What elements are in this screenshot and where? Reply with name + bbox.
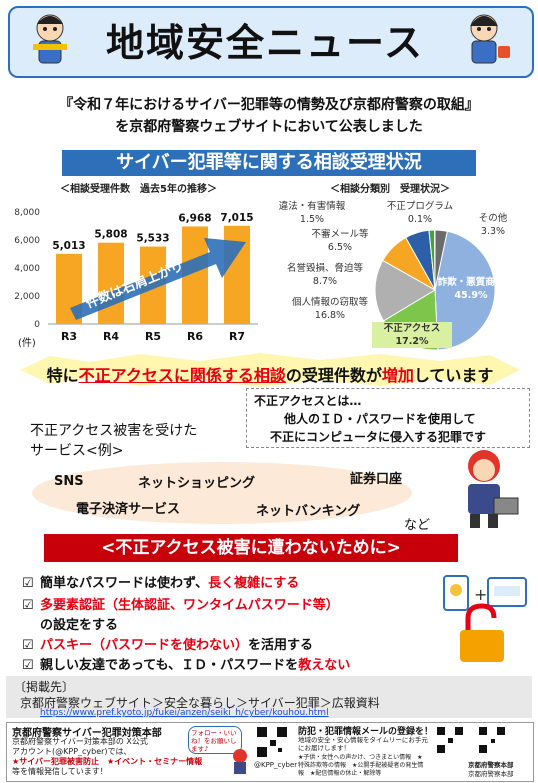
service-item-netbanking: ネットバンキング <box>256 504 361 519</box>
tip-2: ☑ 多要素認証（生体認証、ワンタイムパスワード等） <box>22 598 339 613</box>
x-tick-label: R7 <box>229 330 245 343</box>
mail-title: 防犯・犯罪情報メールの登録を！ <box>298 727 434 737</box>
pie-label-defamation: 名誉毀損、脅迫等 8.7% <box>286 263 363 287</box>
pie-label-other: その他 3.3% <box>478 213 508 237</box>
x-tick-label: R6 <box>187 330 203 343</box>
pie-label-malware: 不正プログラム 0.1% <box>386 201 454 225</box>
bar-value-label: 5,808 <box>94 229 127 241</box>
bar-value-label: 7,015 <box>220 212 253 224</box>
x-qr-code[interactable] <box>256 726 288 758</box>
mascot-left-image <box>33 14 67 64</box>
source-label: 〔掲載先〕 <box>14 680 75 694</box>
x-handle: @KPP_cyber <box>254 761 298 769</box>
pie-label-illegal-info: 違法・有害情報 1.5% <box>278 201 346 225</box>
bar-value-label: 6,968 <box>178 212 211 224</box>
y-tick-label: 4,000 <box>14 264 40 274</box>
pie-label-fraud: 詐欺・悪質商法 45.9% <box>437 277 505 301</box>
y-tick-label: 8,000 <box>14 208 40 218</box>
follow-bubble: フォロー・いいね！をお願いします♪ <box>188 726 242 754</box>
hq-label-1: 京都府警察本部 <box>468 761 514 769</box>
tip-4: ☑ 親しい友達であっても、ＩＤ・パスワードを教えない <box>22 658 351 673</box>
service-item-sns: SNS <box>54 474 84 489</box>
footer-mascot-image <box>233 749 247 774</box>
mail-notes: ★子供・女性への声かけ、つきまとい情報 ★特殊詐欺等の情報 ★公開手配被疑者の発… <box>298 754 424 777</box>
tip-1: ☑ 簡単なパスワードは使わず、長く複雑にする <box>22 576 300 591</box>
pie-label-personal-info: 個人情報の窃取等 16.8% <box>291 297 368 321</box>
bar-chart: 0 2,000 4,000 6,000 8,000 5,013 R3 5,808 R4 5,533… <box>14 208 258 343</box>
pie-label-unauthorized-access: 不正アクセス 17.2% <box>372 322 452 348</box>
services-caption-1: 不正アクセス被害を受けた <box>30 423 198 439</box>
section-title: サイバー犯罪等に関する相談受理状況 <box>62 150 476 176</box>
bar-value-label: 5,013 <box>52 240 85 252</box>
trend-arrow <box>70 238 246 320</box>
tip-2-continued: の設定をする <box>40 618 119 633</box>
intro-line-1: 『令和７年におけるサイバー犯罪等の情勢及び京都府警察の取組』 <box>59 97 479 113</box>
header-banner <box>8 6 534 78</box>
footer-org: 京都府警察サイバー犯罪対策本部 <box>12 728 162 739</box>
hq-label-2: 京都府警察本部 <box>468 770 514 778</box>
highlight-burst-shape <box>20 353 520 387</box>
hacker-character-image <box>468 450 519 528</box>
definition-box <box>246 388 530 448</box>
definition-line-2: 他人のＩＤ・パスワードを使用して <box>284 412 476 426</box>
hq-qr-code[interactable] <box>478 726 506 754</box>
svg-text:+: + <box>474 585 487 604</box>
service-item-epayment: 電子決済サービス <box>76 502 181 517</box>
definition-line-3: 不正にコンピュータに侵入する犯罪です <box>270 430 487 444</box>
y-tick-label: 2,000 <box>14 292 40 302</box>
tip-3: ☑ パスキー（パスワードを使わない）を活用する <box>22 638 314 653</box>
x-tick-label: R3 <box>61 330 77 343</box>
definition-line-1: 不正アクセスとは… <box>254 394 362 408</box>
service-item-securities: 証券口座 <box>350 472 403 487</box>
footer-line-1: 京都府警察サイバー対策本部の X公式 <box>12 737 148 746</box>
bar-chart-unit: (件) <box>18 338 36 349</box>
mail-qr-code[interactable] <box>436 726 464 754</box>
mail-subtitle: 地域の安全・安心情報をタイムリーにお手元にお届けします！ <box>298 736 428 752</box>
page-title: 地域安全ニュース <box>105 21 425 65</box>
services-oval <box>32 462 412 524</box>
services-caption-2: サービス<例> <box>30 443 124 459</box>
services-etc: など <box>404 518 431 533</box>
y-tick-label: 6,000 <box>14 236 40 246</box>
footer-line-4: 等を情報発信しています！ <box>12 767 108 776</box>
pie-chart-title: ＜相談分類別 受理状況＞ <box>330 184 450 195</box>
footer-line-3: ★サイバー犯罪被害防止 ★イベント・セミナー情報 <box>12 757 203 766</box>
pie-label-suspicious-mail: 不審メール等 6.5% <box>311 229 369 253</box>
prevention-title: <不正アクセス被害に遭わないために> <box>44 534 458 562</box>
source-url-link[interactable]: https://www.pref.kyoto.jp/fukei/anzen/se… <box>40 708 329 718</box>
bar-value-label: 5,533 <box>136 233 169 245</box>
footer-line-2: アカウント(@KPP_cyber)では、 <box>12 747 132 756</box>
bar-chart-title: ＜相談受理件数 過去5年の推移＞ <box>60 184 217 195</box>
source-box <box>6 676 532 718</box>
bar-R4 <box>98 242 124 324</box>
x-tick-label: R5 <box>145 330 161 343</box>
auth-devices-image: + <box>443 575 527 662</box>
x-tick-label: R4 <box>103 330 119 343</box>
highlight-sentence: 特に不正アクセスに関係する相談の受理件数が増加しています <box>46 366 494 385</box>
y-tick-label: 0 <box>34 320 40 330</box>
pie-slice <box>434 230 496 351</box>
intro-line-2: を京都府警察ウェブサイトにおいて公表しました <box>115 119 423 135</box>
source-path: 京都府警察ウェブサイト＞安全な暮らし＞サイバー犯罪＞広報資料 <box>20 696 380 710</box>
service-item-shopping: ネットショッピング <box>138 476 256 491</box>
pie-slice <box>374 259 436 322</box>
mascot-right-image <box>470 14 510 64</box>
